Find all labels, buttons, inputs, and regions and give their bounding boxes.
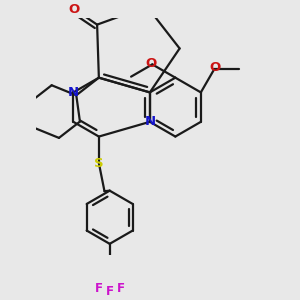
Text: O: O [145, 57, 156, 70]
Text: F: F [106, 285, 114, 298]
Text: O: O [68, 2, 80, 16]
Text: N: N [144, 115, 155, 128]
Text: O: O [209, 61, 221, 74]
Text: F: F [117, 282, 125, 295]
Text: F: F [94, 282, 102, 295]
Text: N: N [68, 86, 79, 99]
Text: S: S [94, 157, 104, 169]
